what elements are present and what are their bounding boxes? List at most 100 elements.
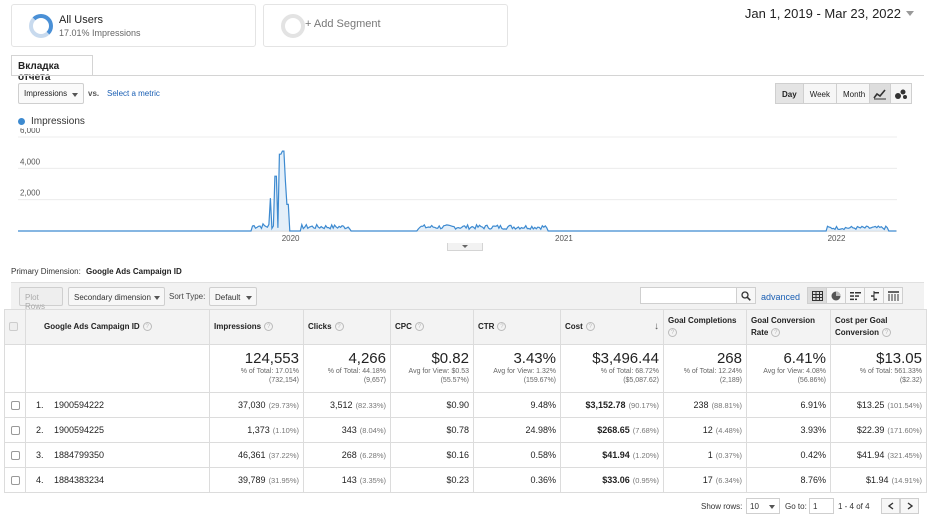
value: 24.98% — [525, 425, 556, 435]
pie-view-button[interactable] — [826, 287, 846, 304]
motion-chart-button[interactable] — [890, 83, 912, 104]
header-dimension[interactable]: Google Ads Campaign ID? — [25, 309, 210, 345]
show-rows-label: Show rows: — [701, 502, 743, 511]
help-icon[interactable]: ? — [414, 322, 424, 332]
value: 37,030 — [238, 400, 266, 410]
granularity-toggle: Day Week Month — [775, 83, 873, 104]
advanced-filter-link[interactable]: advanced — [761, 292, 801, 302]
search-button[interactable] — [736, 287, 756, 304]
help-icon[interactable]: ? — [882, 328, 892, 338]
tab-divider — [11, 75, 924, 76]
row-ctr: 0.58% — [473, 442, 561, 468]
row-number: 2. — [36, 425, 44, 435]
percent: (4.48%) — [715, 426, 742, 435]
tab-report[interactable]: Вкладка отчета — [11, 55, 93, 83]
secondary-dimension-select[interactable]: Secondary dimension — [68, 287, 165, 306]
row-cost: $268.65 (7.68%) — [560, 417, 664, 443]
segment-all-users[interactable]: All Users 17.01% Impressions — [11, 4, 256, 47]
total-sub: (159.67%) — [523, 377, 556, 384]
granularity-week-button[interactable]: Week — [802, 83, 837, 104]
primary-dimension-label: Primary Dimension: — [11, 267, 81, 276]
chart-collapse-handle[interactable] — [447, 243, 483, 251]
prev-page-button[interactable] — [881, 498, 900, 514]
granularity-month-button[interactable]: Month — [836, 83, 873, 104]
header-cost-per-goal-label: Cost per Goal Conversion — [835, 316, 888, 337]
data-table-view-button[interactable] — [807, 287, 827, 304]
totals-empty-cell — [25, 344, 210, 393]
row-impressions: 46,361 (37.22%) — [209, 442, 304, 468]
y-tick-label: 2,000 — [20, 189, 41, 198]
help-icon[interactable]: ? — [264, 322, 274, 332]
header-cpc[interactable]: CPC? — [390, 309, 474, 345]
plot-rows-button[interactable]: Plot Rows — [19, 287, 63, 311]
header-cost[interactable]: Cost? ↓ — [560, 309, 664, 345]
help-icon[interactable]: ? — [585, 322, 595, 332]
header-clicks[interactable]: Clicks? — [303, 309, 391, 345]
table-row: 4. 1884383234 39,789 (31.95%) 143 (3.35%) $0.2… — [4, 467, 927, 493]
header-goal-conversion-rate[interactable]: Goal Conversion Rate? — [746, 309, 831, 345]
add-segment-button[interactable]: + Add Segment — [263, 4, 508, 47]
row-clicks: 3,512 (82.33%) — [303, 392, 391, 418]
chart-line — [18, 150, 897, 232]
row-select-cell — [4, 392, 26, 418]
row-checkbox[interactable] — [10, 401, 20, 411]
header-goal-completions-label: Goal Completions — [668, 316, 737, 325]
row-goal-completions: 238 (88.81%) — [663, 392, 747, 418]
segment-title: All Users — [59, 14, 104, 26]
header-goal-completions[interactable]: Goal Completions? — [663, 309, 747, 345]
percent: (1.20%) — [632, 451, 659, 460]
row-number: 3. — [36, 450, 44, 460]
campaign-id-link[interactable]: 1900594225 — [54, 425, 105, 435]
next-page-button[interactable] — [900, 498, 919, 514]
row-cpc: $0.78 — [390, 417, 474, 443]
table-row: 1. 1900594222 37,030 (29.73%) 3,512 (82.33%) $… — [4, 392, 927, 418]
help-icon[interactable]: ? — [668, 328, 677, 338]
row-goal-conversion-rate: 6.91% — [746, 392, 831, 418]
legend-label[interactable]: Impressions — [31, 116, 85, 127]
performance-view-button[interactable] — [845, 287, 865, 304]
campaign-id-link[interactable]: 1884799350 — [54, 450, 105, 460]
value: 0.58% — [530, 450, 556, 460]
date-range-picker[interactable]: Jan 1, 2019 - Mar 23, 2022 — [744, 6, 901, 21]
row-checkbox[interactable] — [10, 476, 20, 486]
header-cost-per-goal[interactable]: Cost per Goal Conversion? — [830, 309, 927, 345]
table-search-input[interactable] — [640, 287, 738, 304]
total-clicks: 4,266% of Total: 44.18% (9,657) — [303, 344, 391, 393]
row-checkbox[interactable] — [10, 426, 20, 436]
goto-page-input[interactable]: 1 — [809, 498, 834, 514]
help-icon[interactable]: ? — [142, 322, 152, 332]
value: 6.91% — [800, 400, 826, 410]
total-sub: ($2.32) — [899, 377, 922, 384]
x-tick-label: 2020 — [282, 234, 300, 243]
value: 143 — [341, 475, 357, 485]
help-icon[interactable]: ? — [497, 322, 507, 332]
comparison-view-button[interactable] — [864, 287, 884, 304]
chevron-down-icon[interactable] — [906, 11, 914, 16]
show-rows-select[interactable]: 10 — [746, 498, 780, 514]
granularity-day-button[interactable]: Day — [775, 83, 804, 104]
help-icon[interactable]: ? — [771, 328, 781, 338]
line-chart-button[interactable] — [869, 83, 891, 104]
sort-type-select[interactable]: Default — [209, 287, 257, 306]
chart-area — [18, 151, 897, 231]
help-icon[interactable]: ? — [334, 322, 344, 332]
value: 9.48% — [530, 400, 556, 410]
row-checkbox[interactable] — [10, 451, 20, 461]
sort-descending-icon[interactable]: ↓ — [654, 321, 659, 332]
value: 3,512 — [330, 400, 353, 410]
total-value: $13.05 — [876, 350, 922, 367]
segment-ring-icon — [29, 14, 53, 38]
header-impressions[interactable]: Impressions? — [209, 309, 304, 345]
chevron-down-icon — [72, 93, 78, 97]
header-ctr[interactable]: CTR? — [473, 309, 561, 345]
metric-select[interactable]: Impressions — [18, 83, 84, 104]
select-metric-link[interactable]: Select a metric — [107, 89, 160, 98]
total-sub: (55.57%) — [440, 377, 469, 384]
value: 238 — [693, 400, 709, 410]
grid-icon — [811, 290, 823, 301]
total-sub: Avg for View: 4.08% — [763, 368, 826, 375]
primary-dimension-value[interactable]: Google Ads Campaign ID — [86, 267, 182, 276]
campaign-id-link[interactable]: 1900594222 — [54, 400, 105, 410]
pivot-view-button[interactable] — [883, 287, 903, 304]
campaign-id-link[interactable]: 1884383234 — [54, 475, 105, 485]
